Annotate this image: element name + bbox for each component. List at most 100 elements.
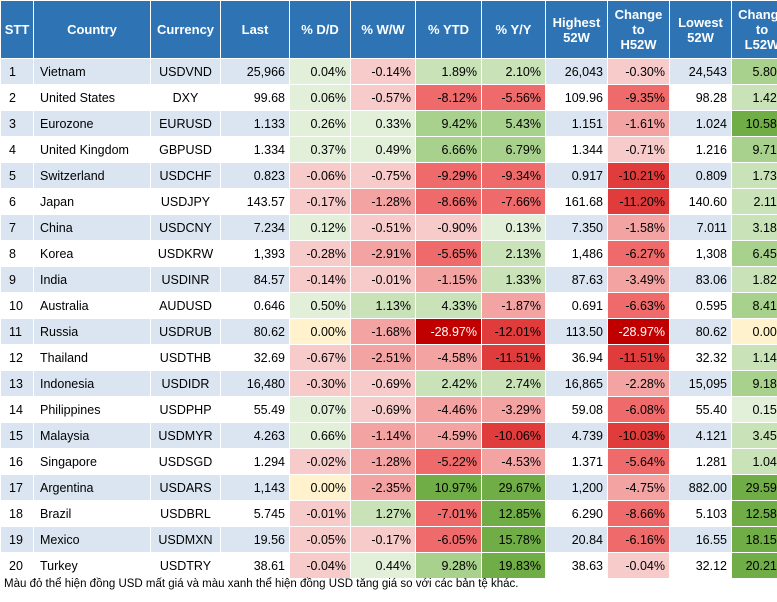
table-cell: -0.14%	[350, 58, 416, 85]
table-cell: 7.234	[220, 214, 290, 241]
table-cell: 0.49%	[350, 136, 416, 163]
table-cell: 1,393	[220, 240, 290, 267]
table-cell: 10.58%	[731, 110, 777, 137]
table-cell: Malaysia	[33, 422, 151, 449]
table-cell: USDMYR	[150, 422, 221, 449]
table-cell: -0.17%	[350, 526, 416, 553]
table-cell: 9.42%	[415, 110, 482, 137]
table-cell: -28.97%	[415, 318, 482, 345]
table-cell: 7	[0, 214, 34, 241]
table-cell: 0.44%	[350, 552, 416, 579]
table-row: 5 Switzerland USDCHF 0.823 -0.06% -0.75% -9.29…	[0, 162, 777, 189]
table-cell: GBPUSD	[150, 136, 221, 163]
table-cell: -6.63%	[607, 292, 670, 319]
table-cell: 113.50	[545, 318, 608, 345]
table-cell: -0.30%	[289, 370, 351, 397]
table-cell: 0.15%	[731, 396, 777, 423]
table-cell: 7.350	[545, 214, 608, 241]
table-cell: 6.66%	[415, 136, 482, 163]
table-cell: 15.78%	[481, 526, 546, 553]
table-cell: -2.91%	[350, 240, 416, 267]
table-cell: 5.43%	[481, 110, 546, 137]
table-cell: 3.45%	[731, 422, 777, 449]
table-cell: -2.35%	[350, 474, 416, 501]
table-cell: -11.51%	[481, 344, 546, 371]
table-cell: 15,095	[669, 370, 732, 397]
table-cell: -8.66%	[607, 500, 670, 527]
table-cell: 18.15%	[731, 526, 777, 553]
table-cell: 20.21%	[731, 552, 777, 579]
table-cell: 1	[0, 58, 34, 85]
table-cell: USDKRW	[150, 240, 221, 267]
table-cell: Eurozone	[33, 110, 151, 137]
table-cell: 10	[0, 292, 34, 319]
table-row: 1 Vietnam USDVND 25,966 0.04% -0.14% 1.89% 2.10…	[0, 58, 777, 85]
table-cell: -1.58%	[607, 214, 670, 241]
table-cell: -1.14%	[350, 422, 416, 449]
table-row: 13 Indonesia USDIDR 16,480 -0.30% -0.69% 2.42%…	[0, 370, 777, 397]
table-cell: -0.28%	[289, 240, 351, 267]
table-cell: 83.06	[669, 266, 732, 293]
table-cell: 1.04%	[731, 448, 777, 475]
table-cell: 2.74%	[481, 370, 546, 397]
table-cell: 84.57	[220, 266, 290, 293]
table-cell: 2.11%	[731, 188, 777, 215]
table-cell: 1,486	[545, 240, 608, 267]
column-header: Highest 52W	[545, 0, 608, 59]
table-cell: USDPHP	[150, 396, 221, 423]
table-cell: 32.69	[220, 344, 290, 371]
table-cell: Argentina	[33, 474, 151, 501]
table-row: 16 Singapore USDSGD 1.294 -0.02% -1.28% -5.22%…	[0, 448, 777, 475]
table-cell: USDBRL	[150, 500, 221, 527]
table-cell: 9.18%	[731, 370, 777, 397]
table-cell: -3.29%	[481, 396, 546, 423]
table-cell: 0.917	[545, 162, 608, 189]
table-cell: 99.68	[220, 84, 290, 111]
table-cell: -0.14%	[289, 266, 351, 293]
table-cell: 2.13%	[481, 240, 546, 267]
table-cell: -0.71%	[607, 136, 670, 163]
table-cell: 10.97%	[415, 474, 482, 501]
table-cell: -9.29%	[415, 162, 482, 189]
table-cell: -0.17%	[289, 188, 351, 215]
table-cell: 1.344	[545, 136, 608, 163]
table-cell: 11	[0, 318, 34, 345]
column-header: STT	[0, 0, 34, 59]
table-cell: 15	[0, 422, 34, 449]
table-cell: 1,200	[545, 474, 608, 501]
table-cell: 0.06%	[289, 84, 351, 111]
table-row: 15 Malaysia USDMYR 4.263 0.66% -1.14% -4.59% -1…	[0, 422, 777, 449]
table-cell: -0.01%	[350, 266, 416, 293]
table-cell: 55.40	[669, 396, 732, 423]
table-cell: -0.69%	[350, 396, 416, 423]
table-cell: 12.58%	[731, 500, 777, 527]
table-cell: 1.73%	[731, 162, 777, 189]
table-cell: 32.32	[669, 344, 732, 371]
table-cell: 16	[0, 448, 34, 475]
table-cell: 32.12	[669, 552, 732, 579]
column-header: Country	[33, 0, 151, 59]
table-cell: 36.94	[545, 344, 608, 371]
table-cell: 29.67%	[481, 474, 546, 501]
table-cell: 26,043	[545, 58, 608, 85]
table-cell: 0.00%	[731, 318, 777, 345]
table-cell: -0.04%	[289, 552, 351, 579]
table-cell: EURUSD	[150, 110, 221, 137]
table-cell: 1,308	[669, 240, 732, 267]
table-cell: 0.691	[545, 292, 608, 319]
table-cell: 16,865	[545, 370, 608, 397]
table-cell: 0.809	[669, 162, 732, 189]
table-cell: 0.33%	[350, 110, 416, 137]
table-cell: -1.87%	[481, 292, 546, 319]
table-cell: 0.00%	[289, 318, 351, 345]
table-cell: -8.66%	[415, 188, 482, 215]
table-cell: 12.85%	[481, 500, 546, 527]
column-header: Currency	[150, 0, 221, 59]
table-cell: 1.82%	[731, 266, 777, 293]
table-cell: -0.90%	[415, 214, 482, 241]
table-cell: -7.66%	[481, 188, 546, 215]
table-cell: -10.21%	[607, 162, 670, 189]
table-cell: -4.59%	[415, 422, 482, 449]
table-cell: 1.89%	[415, 58, 482, 85]
table-cell: 1.133	[220, 110, 290, 137]
